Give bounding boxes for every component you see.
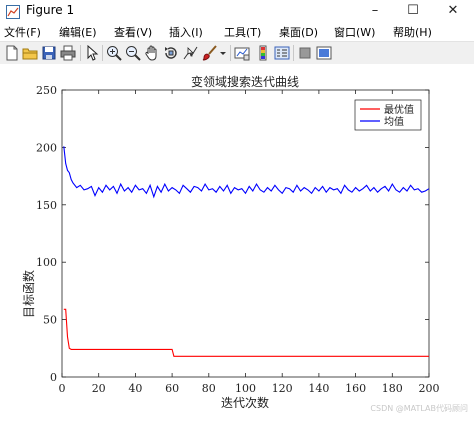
maximize-button[interactable]: ☐ <box>407 3 419 18</box>
x-tick-label: 60 <box>165 382 179 395</box>
menu-window[interactable]: 窗口(W) <box>334 26 376 39</box>
watermark: CSDN @MATLAB代码顾问 <box>370 404 468 413</box>
y-axis-label: 目标函数 <box>21 270 36 318</box>
link-plot-icon[interactable] <box>234 45 250 61</box>
new-figure-icon[interactable] <box>4 45 20 61</box>
y-tick-label: 250 <box>36 84 57 97</box>
x-tick-label: 100 <box>235 382 256 395</box>
series-line-0 <box>63 308 429 357</box>
series-layer <box>63 146 430 357</box>
menu-desktop[interactable]: 桌面(D) <box>279 26 319 39</box>
save-icon[interactable] <box>41 45 57 61</box>
rotate-3d-icon[interactable] <box>163 45 179 61</box>
y-tick-label: 50 <box>43 314 57 327</box>
hide-plot-tools-icon[interactable] <box>297 45 313 61</box>
window-title-bar: Figure 1 – ☐ ✕ <box>0 0 474 22</box>
insert-legend-icon[interactable] <box>274 45 290 61</box>
legend-label: 均值 <box>384 115 404 128</box>
show-plot-tools-icon[interactable] <box>316 45 332 61</box>
brush-dropdown-icon[interactable] <box>219 45 227 61</box>
data-cursor-icon[interactable] <box>182 45 198 61</box>
toolbar-separator <box>230 45 231 61</box>
close-button[interactable]: ✕ <box>447 3 459 18</box>
pan-hand-icon[interactable] <box>144 45 160 61</box>
legend-box <box>354 99 422 131</box>
menu-help[interactable]: 帮助(H) <box>393 26 432 39</box>
x-tick-label: 140 <box>308 382 329 395</box>
x-tick-label: 120 <box>272 382 293 395</box>
x-tick-label: 20 <box>92 382 106 395</box>
x-tick-label: 160 <box>345 382 366 395</box>
menu-view[interactable]: 查看(V) <box>114 26 153 39</box>
y-tick-label: 150 <box>36 199 57 212</box>
x-tick-label: 180 <box>382 382 403 395</box>
x-axis-label: 迭代次数 <box>221 395 269 410</box>
chart-svg[interactable]: 变领域搜索迭代曲线 0 20 40 60 80 100 120 140 160 180 200 0 50… <box>0 64 474 417</box>
x-tick-label: 80 <box>202 382 216 395</box>
y-tick-label: 0 <box>50 371 57 384</box>
plot-area <box>61 89 430 378</box>
zoom-out-icon[interactable] <box>125 45 141 61</box>
menu-edit[interactable]: 编辑(E) <box>59 26 97 39</box>
menu-tools[interactable]: 工具(T) <box>224 26 262 39</box>
menu-insert[interactable]: 插入(I) <box>169 26 203 39</box>
series-line-1 <box>63 146 430 199</box>
y-tick-label: 100 <box>36 256 57 269</box>
minimize-button[interactable]: – <box>371 3 379 18</box>
toolbar-separator <box>80 45 81 61</box>
open-file-icon[interactable] <box>22 45 38 61</box>
toolbar-separator <box>102 45 103 61</box>
y-tick-label: 200 <box>36 141 57 154</box>
window-title: Figure 1 <box>26 3 75 17</box>
toolbar-separator <box>293 45 294 61</box>
x-tick-label: 40 <box>128 382 142 395</box>
chart-title: 变领域搜索迭代曲线 <box>191 74 299 89</box>
x-tick-label: 200 <box>419 382 440 395</box>
axis-ticks: 0 20 40 60 80 100 120 140 160 180 200 0 50 100 150 200 2… <box>36 84 440 395</box>
insert-colorbar-icon[interactable] <box>255 45 271 61</box>
print-icon[interactable] <box>60 45 76 61</box>
x-tick-label: 0 <box>59 382 66 395</box>
menu-bar: 文件(F) 编辑(E) 查看(V) 插入(I) 工具(T) 桌面(D) 窗口(W… <box>0 22 474 41</box>
menu-file[interactable]: 文件(F) <box>4 26 41 39</box>
zoom-in-icon[interactable] <box>106 45 122 61</box>
matlab-figure-icon <box>6 4 20 19</box>
select-arrow-icon[interactable] <box>84 45 100 61</box>
figure-toolbar <box>0 41 474 65</box>
brush-icon[interactable] <box>202 45 218 61</box>
legend-label: 最优值 <box>384 103 414 116</box>
figure-canvas: 变领域搜索迭代曲线 0 20 40 60 80 100 120 140 160 180 200 0 50… <box>0 64 474 417</box>
